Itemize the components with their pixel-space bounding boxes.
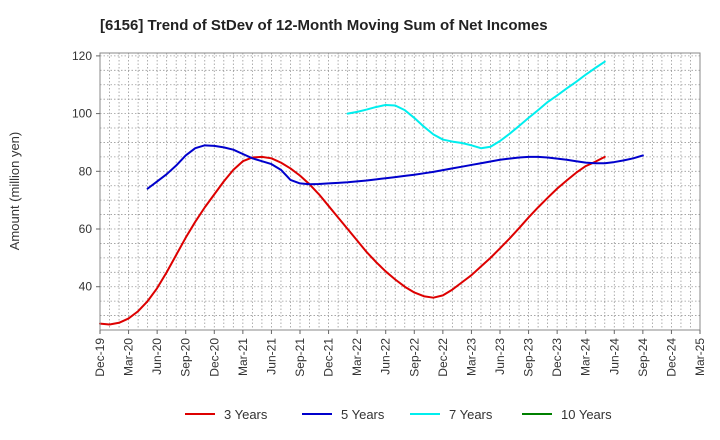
x-tick-label: Mar-20 xyxy=(122,338,136,376)
x-tick-label: Jun-21 xyxy=(264,338,278,375)
y-tick-label: 40 xyxy=(79,280,93,294)
y-tick-label: 100 xyxy=(72,107,92,121)
plot-frame xyxy=(99,52,701,331)
x-tick-label: Dec-21 xyxy=(322,338,336,377)
x-tick-label: Jun-24 xyxy=(607,338,621,375)
series-lines xyxy=(99,60,644,326)
x-axis-ticks: Dec-19 Mar-20 Jun-20 Sep-20 Dec-20 Mar-21 Jun-… xyxy=(93,330,707,377)
series-line-0 xyxy=(99,155,606,326)
x-tick-label: Mar-25 xyxy=(693,338,707,376)
series-line-1 xyxy=(146,144,644,190)
x-tick-label: Sep-23 xyxy=(522,338,536,377)
plot-background xyxy=(100,53,700,330)
y-tick-label: 120 xyxy=(72,49,92,63)
x-tick-label: Mar-21 xyxy=(236,338,250,376)
x-tick-label: Jun-22 xyxy=(379,338,393,375)
y-tick-label: 80 xyxy=(79,164,93,178)
x-tick-label: Mar-23 xyxy=(464,338,478,376)
series-line-2 xyxy=(346,60,606,150)
x-tick-label: Sep-22 xyxy=(407,338,421,377)
x-tick-label: Dec-24 xyxy=(664,338,678,377)
x-tick-label: Sep-21 xyxy=(293,338,307,377)
x-tick-label: Jun-20 xyxy=(150,338,164,375)
x-tick-label: Dec-20 xyxy=(207,338,221,377)
legend: 3 Years 5 Years 7 Years 10 Years xyxy=(185,407,612,422)
y-axis-ticks: 40 60 80 100 120 xyxy=(72,49,100,294)
y-axis-label: Amount (million yen) xyxy=(7,132,22,251)
legend-label-1: 5 Years xyxy=(341,407,385,422)
x-tick-label: Sep-24 xyxy=(636,338,650,377)
x-tick-label: Mar-24 xyxy=(579,338,593,376)
legend-label-3: 10 Years xyxy=(561,407,612,422)
y-tick-label: 60 xyxy=(79,222,93,236)
legend-label-0: 3 Years xyxy=(224,407,268,422)
grid-lines xyxy=(100,53,700,330)
x-tick-label: Mar-22 xyxy=(350,338,364,376)
chart-title: [6156] Trend of StDev of 12-Month Moving… xyxy=(100,17,548,34)
x-tick-label: Sep-20 xyxy=(179,338,193,377)
x-tick-label: Dec-19 xyxy=(93,338,107,377)
plot-area xyxy=(99,52,701,331)
x-tick-label: Jun-23 xyxy=(493,338,507,375)
x-tick-label: Dec-22 xyxy=(436,338,450,377)
x-tick-label: Dec-23 xyxy=(550,338,564,377)
legend-label-2: 7 Years xyxy=(449,407,493,422)
